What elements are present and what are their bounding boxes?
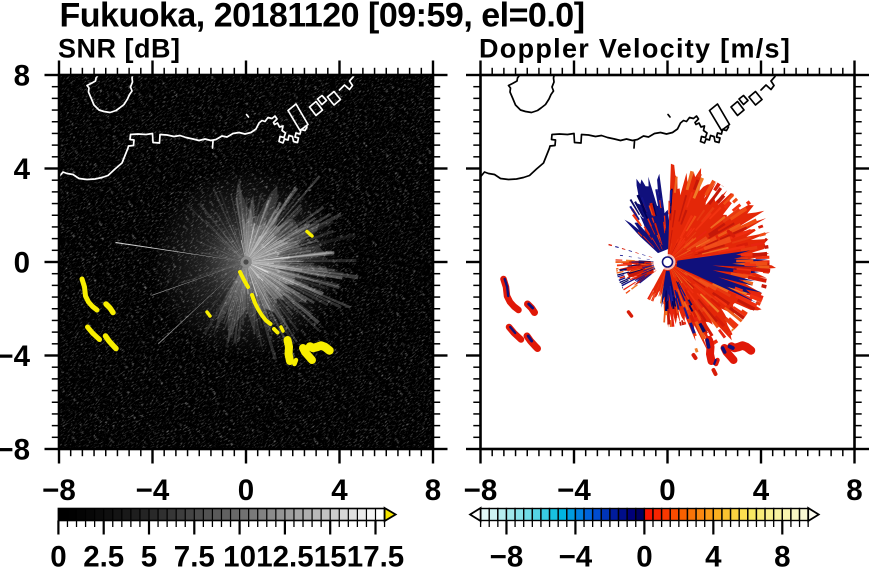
svg-text:4: 4 (705, 541, 722, 571)
svg-text:−8: −8 (490, 541, 524, 571)
svg-text:Doppler Velocity [m/s]: Doppler Velocity [m/s] (479, 34, 791, 64)
svg-text:−4: −4 (557, 474, 591, 507)
svg-text:2.5: 2.5 (83, 541, 124, 571)
svg-text:0: 0 (14, 247, 30, 280)
svg-text:0: 0 (50, 541, 66, 571)
svg-text:4: 4 (753, 474, 770, 507)
svg-text:SNR [dB]: SNR [dB] (58, 34, 180, 64)
svg-text:15: 15 (314, 541, 347, 571)
svg-text:−8: −8 (42, 474, 76, 507)
svg-text:4: 4 (14, 153, 31, 186)
svg-text:12.5: 12.5 (256, 541, 313, 571)
svg-text:4: 4 (331, 474, 348, 507)
svg-text:5: 5 (141, 541, 157, 571)
svg-text:8: 8 (425, 474, 441, 507)
svg-text:17.5: 17.5 (347, 541, 404, 571)
svg-text:−4: −4 (0, 340, 31, 373)
svg-text:0: 0 (636, 541, 652, 571)
svg-text:7.5: 7.5 (174, 541, 215, 571)
svg-text:−8: −8 (464, 474, 498, 507)
svg-text:0: 0 (238, 474, 254, 507)
svg-text:−4: −4 (136, 474, 170, 507)
svg-text:8: 8 (14, 60, 30, 93)
svg-text:10: 10 (223, 541, 256, 571)
svg-text:Fukuoka, 20181120 [09:59, el=0: Fukuoka, 20181120 [09:59, el=0.0] (60, 0, 585, 35)
svg-text:8: 8 (846, 474, 862, 507)
svg-text:8: 8 (774, 541, 790, 571)
svg-text:−4: −4 (559, 541, 593, 571)
svg-text:0: 0 (659, 474, 675, 507)
svg-text:−8: −8 (0, 434, 30, 467)
